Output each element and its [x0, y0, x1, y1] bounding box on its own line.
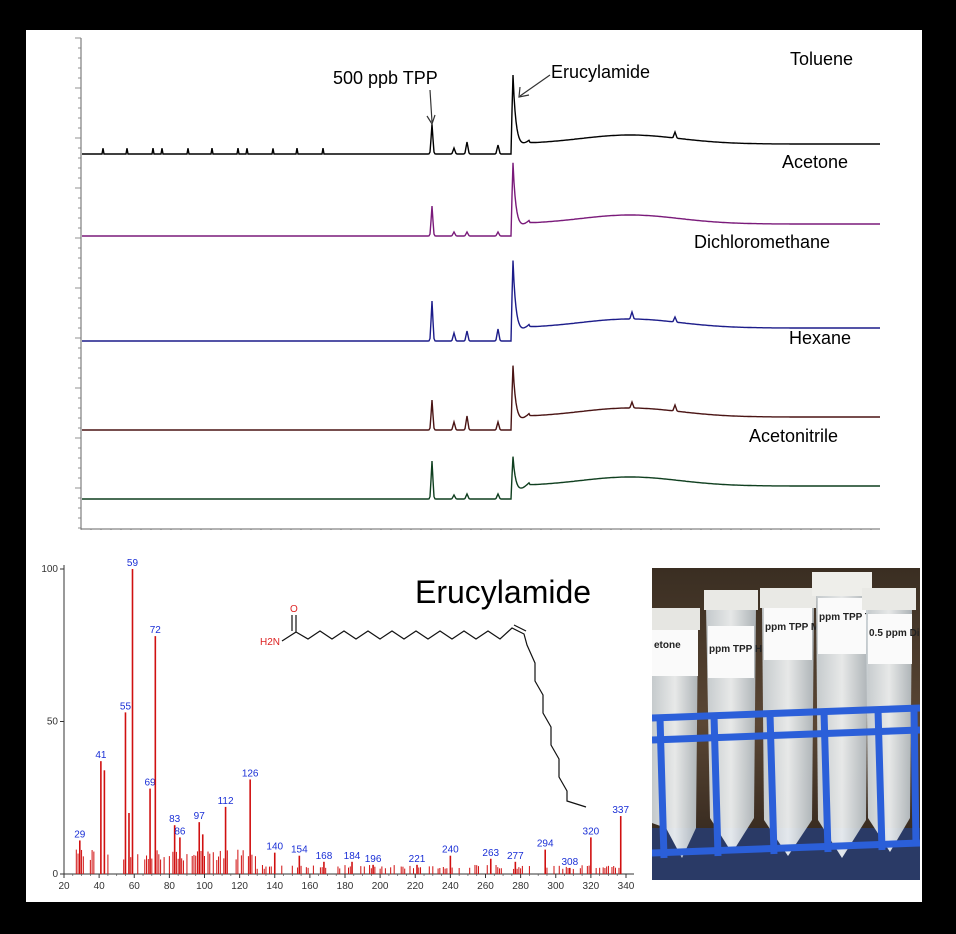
ms-xtick-label: 180 — [337, 881, 354, 892]
ms-xtick-label: 320 — [583, 881, 600, 892]
tube-5-cap — [862, 588, 916, 610]
mass-spectrum-chart: 20 40 60 80 100 120 140 160 180 200 220 240 260 280 30… — [30, 545, 652, 899]
structure-chain — [281, 615, 587, 808]
ms-peak-label-196: 196 — [365, 854, 382, 865]
ms-peak-label-337: 337 — [612, 805, 629, 816]
series-label-dichloromethane: Dichloromethane — [694, 232, 830, 252]
ms-peak-label-308: 308 — [561, 857, 578, 868]
ms-peak-label-221: 221 — [409, 854, 426, 865]
series-label-toluene: Toluene — [790, 49, 853, 69]
chromatogram-background — [30, 30, 890, 530]
tube-5-label — [868, 614, 912, 664]
chromatogram-traces — [82, 74, 880, 500]
ms-peak-label-41: 41 — [95, 750, 107, 761]
mass-spectrum-title: Erucylamide — [415, 574, 591, 610]
tube-3-cap — [760, 588, 816, 608]
ms-ytick-label: 0 — [52, 869, 58, 880]
ms-peak-label-86: 86 — [174, 826, 186, 837]
tube-4-label — [818, 598, 866, 654]
ms-peak-label-29: 29 — [74, 829, 86, 840]
ms-ytick-label: 100 — [41, 564, 58, 575]
ms-xtick-label: 60 — [129, 881, 141, 892]
ms-peak-label-126: 126 — [242, 768, 259, 779]
tube-2-cap — [704, 590, 758, 610]
structure-amine: H2N — [260, 637, 280, 648]
ms-xtick-label: 120 — [231, 881, 248, 892]
annotation-erucylamide: Erucylamide — [551, 62, 650, 82]
chrom-trace-hexane — [82, 365, 880, 431]
ms-xtick-label: 80 — [164, 881, 176, 892]
ms-peak-label-277: 277 — [507, 851, 524, 862]
ms-peak-label-112: 112 — [218, 796, 234, 807]
ms-xtick-label: 40 — [94, 881, 106, 892]
annotation-tpp-arrow — [429, 89, 433, 123]
tube-1-label-text: etone — [654, 640, 681, 651]
ms-peak-label-168: 168 — [316, 851, 333, 862]
ms-peak-label-72: 72 — [150, 625, 162, 636]
ms-peak-label-294: 294 — [537, 839, 554, 850]
chromatogram-chart: Toluene Acetone Dichloromethane Hexane A… — [30, 30, 890, 530]
tube-2-label-text: ppm TPP Hexane — [709, 644, 791, 655]
tube-4-label-text: ppm TPP Toluene — [819, 612, 903, 623]
ms-peak-label-154: 154 — [291, 845, 308, 856]
ms-peak-label-55: 55 — [120, 701, 132, 712]
ms-xtick-label: 280 — [512, 881, 529, 892]
ms-peak-label-184: 184 — [344, 851, 361, 862]
rack-bottom-bar — [652, 839, 920, 857]
ms-xtick-label: 160 — [302, 881, 319, 892]
ms-peak-label-97: 97 — [194, 811, 206, 822]
ms-xtick-label: 260 — [477, 881, 494, 892]
structure-oxygen: O — [290, 604, 298, 615]
annotation-erucylamide-arrowhead — [518, 86, 530, 98]
ms-xtick-label: 220 — [407, 881, 424, 892]
ms-xtick-label: 300 — [547, 881, 564, 892]
tube-5-label-text: 0.5 ppm Dichloro — [869, 628, 920, 639]
chrom-trace-acetone — [82, 162, 880, 237]
ms-peak-label-69: 69 — [144, 778, 156, 789]
tube-1-label — [652, 630, 698, 676]
ms-xtick-label: 340 — [618, 881, 635, 892]
tube-3-label — [764, 608, 812, 660]
tube-3-label-text: ppm TPP MeCN — [765, 622, 839, 633]
series-label-hexane: Hexane — [789, 328, 851, 348]
erucylamide-structure: O H2N — [260, 604, 587, 808]
chrom-trace-toluene — [82, 74, 880, 155]
tube-1-cap — [652, 608, 700, 630]
rack-top-bar — [652, 704, 920, 722]
annotation-tpp: 500 ppb TPP — [333, 68, 438, 88]
ms-xtick-label: 100 — [196, 881, 213, 892]
series-label-acetonitrile: Acetonitrile — [749, 426, 838, 446]
ms-xtick-label: 200 — [372, 881, 389, 892]
annotation-tpp-arrowhead — [426, 114, 436, 126]
ms-xtick-label: 240 — [442, 881, 459, 892]
ms-peak-label-59: 59 — [127, 558, 139, 569]
ms-peak-label-240: 240 — [442, 845, 459, 856]
sample-tubes-photo: etone ppm TPP Hexane ppm TPP MeCN ppm TP… — [652, 568, 920, 880]
ms-peak-label-320: 320 — [583, 826, 600, 837]
ms-ytick-label: 50 — [47, 717, 59, 728]
ms-xtick-label: 140 — [266, 881, 283, 892]
ms-peak-label-83: 83 — [169, 814, 181, 825]
series-label-acetone: Acetone — [782, 152, 848, 172]
ms-xtick-label: 20 — [58, 881, 70, 892]
test-tube-rack — [652, 704, 920, 859]
ms-peak-label-263: 263 — [482, 848, 499, 859]
ms-peak-label-140: 140 — [266, 842, 283, 853]
structure-double-bond — [513, 624, 527, 632]
annotation-erucylamide-arrow — [519, 74, 551, 97]
rack-posts — [656, 707, 920, 859]
chromatogram-ticks — [75, 37, 872, 530]
chrom-trace-dichloromethane — [82, 260, 880, 342]
tube-2-label — [708, 626, 754, 678]
chrom-trace-acetonitrile — [82, 456, 880, 500]
